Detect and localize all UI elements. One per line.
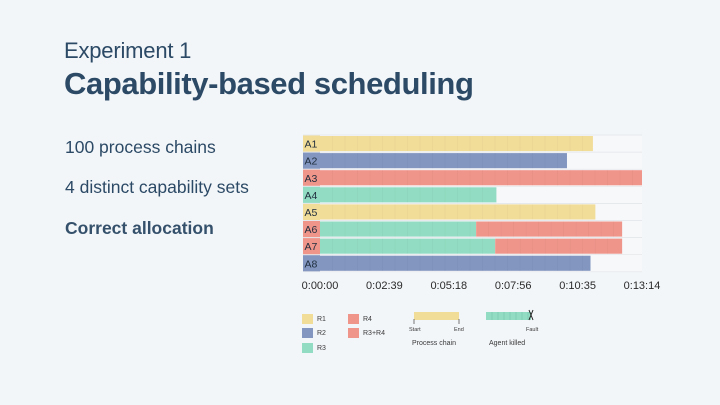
legend-process-chain-label: Process chain: [412, 340, 456, 347]
legend-swatch: [348, 328, 359, 338]
legend-label: R3: [317, 345, 326, 352]
legend-swatch: [302, 343, 313, 353]
row-label: A3: [305, 173, 318, 185]
bar-segment: [320, 221, 477, 237]
bullet-capability-sets: 4 distinct capability sets: [65, 177, 249, 197]
legend-end-label: End: [454, 327, 464, 333]
legend-process-chain-bar: [414, 312, 459, 320]
bar-segment: [320, 136, 593, 152]
row-label: A8: [305, 258, 318, 270]
legend-swatch: [348, 314, 359, 324]
legend-fault-label: Fault: [526, 327, 539, 333]
bar-segment: [320, 187, 497, 203]
bar-segment: [320, 153, 567, 169]
bar-segment: [320, 170, 642, 186]
x-tick-label: 0:13:14: [624, 280, 661, 292]
slide-subtitle: Experiment 1: [64, 38, 192, 63]
row-label-bg: [303, 203, 320, 220]
x-tick-label: 0:00:00: [302, 280, 339, 292]
slide-title: Capability-based scheduling: [64, 66, 474, 101]
bar-segment: [495, 238, 623, 254]
row-label-bg: [303, 152, 320, 169]
x-tick-label: 0:02:39: [366, 280, 403, 292]
bar-segment: [320, 255, 591, 271]
row-label: A6: [305, 224, 318, 236]
row-label-bg: [303, 238, 320, 255]
bullet-correct-allocation: Correct allocation: [65, 218, 214, 238]
row-label: A4: [305, 190, 318, 202]
legend-label: R4: [363, 316, 372, 323]
x-tick-label: 0:07:56: [495, 280, 532, 292]
row-label-bg: [303, 169, 320, 186]
legend-swatch: [302, 314, 313, 324]
legend-start-label: Start: [409, 327, 421, 333]
row-label-bg: [303, 135, 320, 152]
x-tick-label: 0:05:18: [430, 280, 467, 292]
row-label: A2: [305, 156, 318, 168]
bullet-process-chains: 100 process chains: [65, 137, 216, 157]
row-label: A5: [305, 207, 318, 219]
x-tick-label: 0:10:35: [559, 280, 596, 292]
row-label: A1: [305, 139, 318, 151]
legend-label: R2: [317, 330, 326, 337]
row-label: A7: [305, 241, 318, 253]
row-label-bg: [303, 221, 320, 238]
legend-agent-killed-label: Agent killed: [489, 340, 525, 347]
row-label-bg: [303, 186, 320, 203]
legend-agent-killed-bar: [486, 312, 531, 320]
bar-segment: [476, 221, 623, 237]
legend-label: R1: [317, 316, 326, 323]
legend-label: R3+R4: [363, 330, 385, 337]
legend-swatch: [302, 328, 313, 338]
row-label-bg: [303, 255, 320, 272]
fault-icon: [528, 309, 534, 321]
